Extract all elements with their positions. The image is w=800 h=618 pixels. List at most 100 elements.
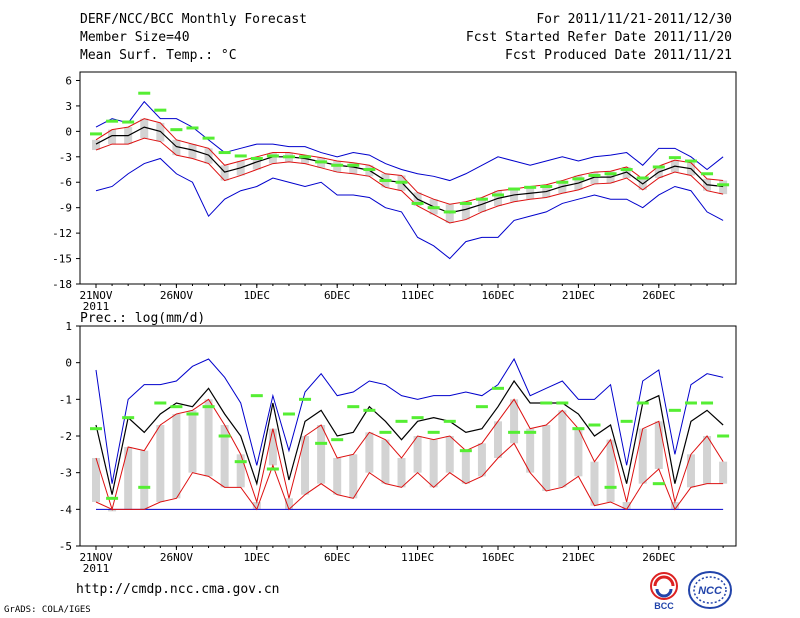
temp-box [445,204,454,223]
temp-median-marker [234,154,247,158]
temp-median-marker [492,193,504,197]
temp-lower-quartile-line [95,137,724,224]
temp-box [461,201,470,220]
produced-date-label: Fcst Produced Date 2011/11/21 [505,48,732,63]
prec-y-tick-label: -5 [59,540,72,553]
prec-median-marker [701,401,714,405]
prec-x-tick-label: 1DEC [244,551,271,564]
temp-median-marker [684,159,697,163]
temp-median-marker [379,179,392,183]
prec-median-marker [668,408,681,412]
prec-median-marker [202,405,215,409]
temp-median-marker [202,136,215,140]
temp-y-tick-label: -6 [59,176,72,189]
temp-median-marker [668,156,681,160]
temp-median-marker [556,180,569,184]
prec-x-tick-label: 6DEC [324,551,351,564]
prec-max-line [95,357,724,484]
temp-median-marker [443,210,456,214]
temp-mean-line [95,126,724,214]
prec-median-marker [524,430,537,434]
temp-median-marker [411,201,424,205]
temp-box [252,156,261,170]
prec-box [606,439,615,502]
prec-median-marker [282,412,295,416]
prec-median-marker [395,419,408,423]
temp-median-marker [427,206,440,210]
prec-median-marker [508,430,521,434]
temp-y-tick-label: -3 [59,151,72,164]
svg-text:NCC: NCC [698,585,723,597]
temp-median-marker [363,168,376,172]
prec-box [284,498,293,510]
temp-median-marker [186,126,199,130]
prec-x-tick-label: 16DEC [481,551,514,564]
prec-median-marker [540,401,553,405]
temp-median-marker [620,168,633,172]
temp-median-marker [154,108,167,112]
temperature-panel-label: Mean Surf. Temp.: °C [80,48,237,63]
prec-x-tick-label: 21NOV [79,551,112,564]
temp-median-marker [282,155,295,159]
prec-median-marker [347,405,360,409]
temp-x-tick-label: 11DEC [401,289,434,302]
prec-box [236,454,245,488]
prec-box [381,439,390,484]
prec-box [590,461,599,506]
prec-box [638,428,647,484]
prec-median-marker [717,434,730,438]
prec-median-marker [572,427,585,431]
temp-x-tick-label: 21NOV [79,289,112,302]
prec-median-marker [234,460,247,464]
prec-box [670,502,679,510]
prec-median-marker [154,401,167,405]
prec-median-marker [186,412,199,416]
temp-x-tick-label: 6DEC [324,289,351,302]
temp-median-marker [524,185,537,189]
prec-y-tick-label: 0 [65,357,72,370]
prec-box [124,447,133,510]
prec-box [252,502,261,510]
prec-box [445,436,454,473]
bcc-logo: BCC [650,572,678,611]
prec-median-marker [218,434,231,438]
temp-median-marker [266,154,279,158]
temp-y-tick-label: -15 [52,253,72,266]
prec-box [156,425,165,502]
temp-box [719,180,728,195]
temp-median-marker [475,197,488,201]
temp-median-marker [331,163,344,167]
temp-median-marker [138,91,151,95]
temp-y-tick-label: -12 [52,227,72,240]
prec-y-tick-label: 1 [65,320,72,333]
grads-credit: GrADS: COLA/IGES [4,605,91,615]
prec-median-marker [331,438,344,442]
ncc-logo: NCC [688,571,732,609]
temp-median-marker [250,156,263,160]
temp-y-tick-label: 0 [65,125,72,138]
prec-box [172,414,181,499]
prec-box [574,428,583,477]
prec-y-tick-label: -1 [59,393,72,406]
prec-box [220,425,229,488]
temp-x-tick-label: 26NOV [160,289,193,302]
prec-median-marker [90,427,102,431]
source-url[interactable]: http://cmdp.ncc.cma.gov.cn [76,582,280,597]
prec-box [686,454,695,488]
temp-median-marker [459,201,472,205]
prec-box [526,428,535,473]
prec-box [413,436,422,473]
forecast-period-label: For 2011/11/21-2011/12/30 [536,12,732,27]
prec-median-marker [138,485,151,489]
temp-box [590,172,599,184]
started-date-label: Fcst Started Refer Date 2011/11/20 [465,30,732,45]
prec-median-marker [266,467,279,471]
prec-median-marker [170,405,183,409]
temp-x-tick-label: 26DEC [642,289,675,302]
chart-title: DERF/NCC/BCC Monthly Forecast [80,12,307,27]
prec-box [622,502,631,510]
temp-x-tick-label: 21DEC [562,289,595,302]
prec-median-marker [299,397,312,401]
